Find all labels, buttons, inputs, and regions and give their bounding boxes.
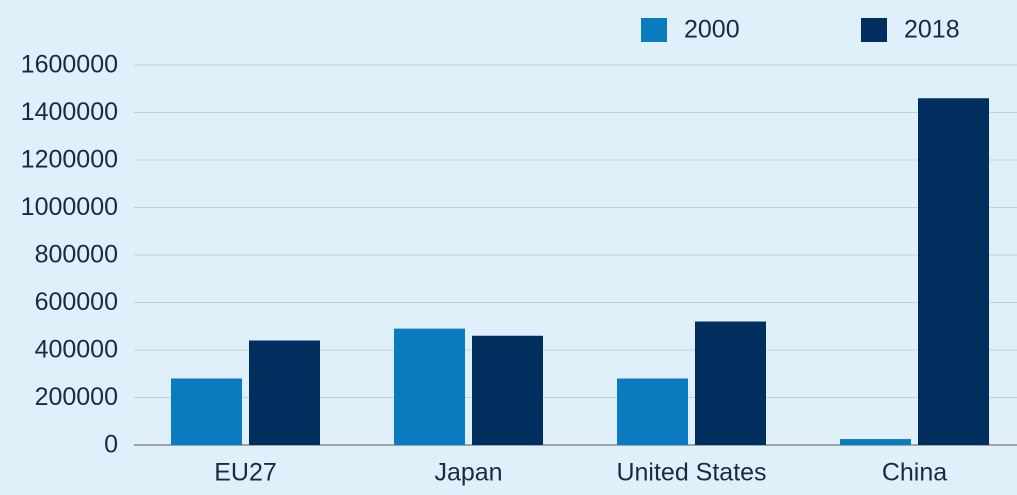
bar — [840, 439, 911, 445]
y-tick-label: 1600000 — [21, 51, 118, 79]
legend-swatch — [861, 18, 887, 42]
bar — [918, 98, 989, 445]
y-tick-label: 400000 — [35, 336, 118, 364]
legend-label: 2000 — [684, 16, 740, 44]
x-tick-label: Japan — [434, 459, 502, 487]
bar — [472, 335, 543, 445]
y-tick-label: 0 — [104, 431, 118, 459]
y-tick-label: 1400000 — [21, 98, 118, 126]
bar — [394, 328, 465, 445]
x-tick-label: China — [882, 459, 947, 487]
bar — [695, 321, 766, 445]
y-tick-label: 800000 — [35, 241, 118, 269]
bar — [249, 340, 320, 445]
x-tick-label: EU27 — [214, 459, 277, 487]
y-tick-label: 600000 — [35, 288, 118, 316]
y-tick-label: 1200000 — [21, 146, 118, 174]
bar — [617, 378, 688, 445]
bar — [171, 378, 242, 445]
y-tick-label: 1000000 — [21, 193, 118, 221]
y-tick-label: 200000 — [35, 383, 118, 411]
legend-label: 2018 — [904, 16, 960, 44]
legend-swatch — [641, 18, 667, 42]
x-tick-label: United States — [616, 459, 766, 487]
